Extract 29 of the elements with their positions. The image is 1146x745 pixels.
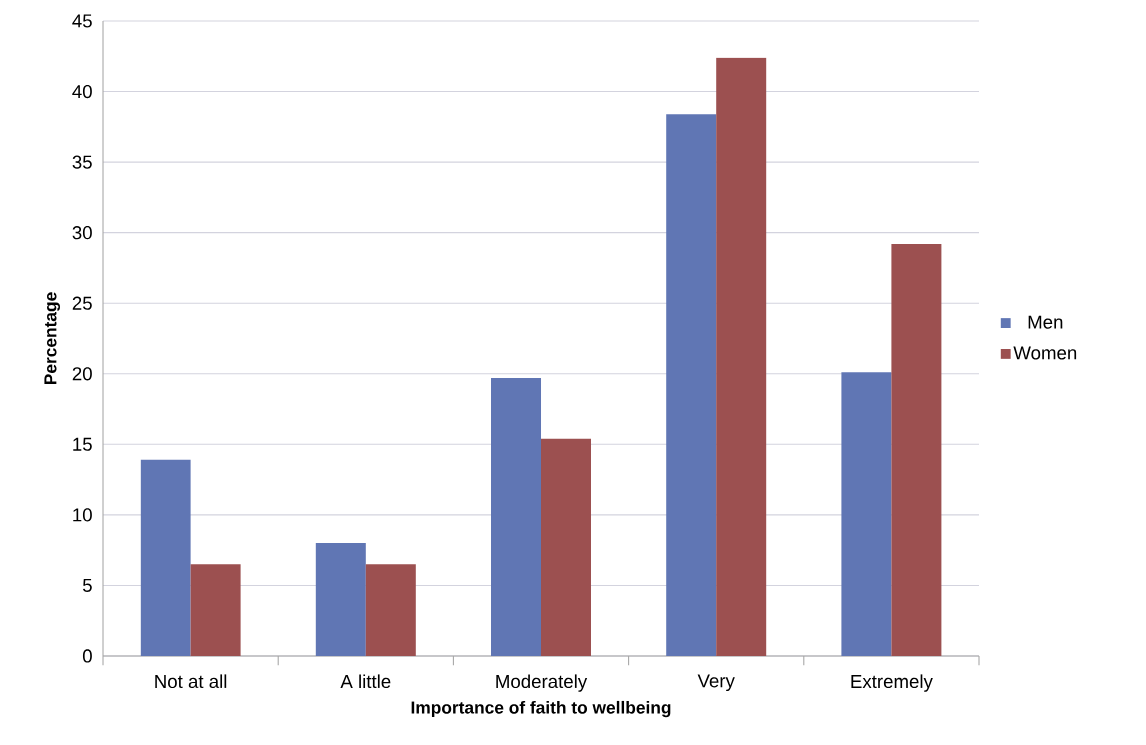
y-tick-label: 35 xyxy=(72,155,92,169)
bar xyxy=(365,564,416,656)
x-tick-label: Not at all xyxy=(155,674,227,689)
bar xyxy=(140,459,191,656)
bar xyxy=(666,114,717,656)
y-tick-label: 40 xyxy=(72,84,92,99)
y-tick-label: 10 xyxy=(73,508,92,522)
y-tick-label: 5 xyxy=(82,578,92,592)
y-tick-label: 30 xyxy=(72,226,92,240)
x-axis-title: Importance of faith to wellbeing xyxy=(411,700,671,718)
y-tick-label: 20 xyxy=(72,367,92,381)
bar xyxy=(841,372,892,656)
bar xyxy=(315,543,366,656)
legend-label: Women xyxy=(1013,346,1077,360)
x-tick-label: Extremely xyxy=(851,674,933,692)
bar xyxy=(716,57,767,656)
bar xyxy=(891,243,942,656)
y-tick-label: 25 xyxy=(72,296,92,310)
y-axis-title: Percentage xyxy=(44,292,61,385)
y-tick-label: 0 xyxy=(82,649,92,663)
y-tick-label: 45 xyxy=(72,14,92,28)
x-tick-label: A little xyxy=(340,674,391,689)
legend-label: Men xyxy=(1028,315,1063,329)
bar xyxy=(190,564,241,656)
bar xyxy=(491,378,542,656)
x-tick-label: Very xyxy=(697,674,735,692)
y-tick-label: 15 xyxy=(73,437,92,451)
x-tick-label: Moderately xyxy=(496,674,588,692)
bar xyxy=(541,438,591,656)
